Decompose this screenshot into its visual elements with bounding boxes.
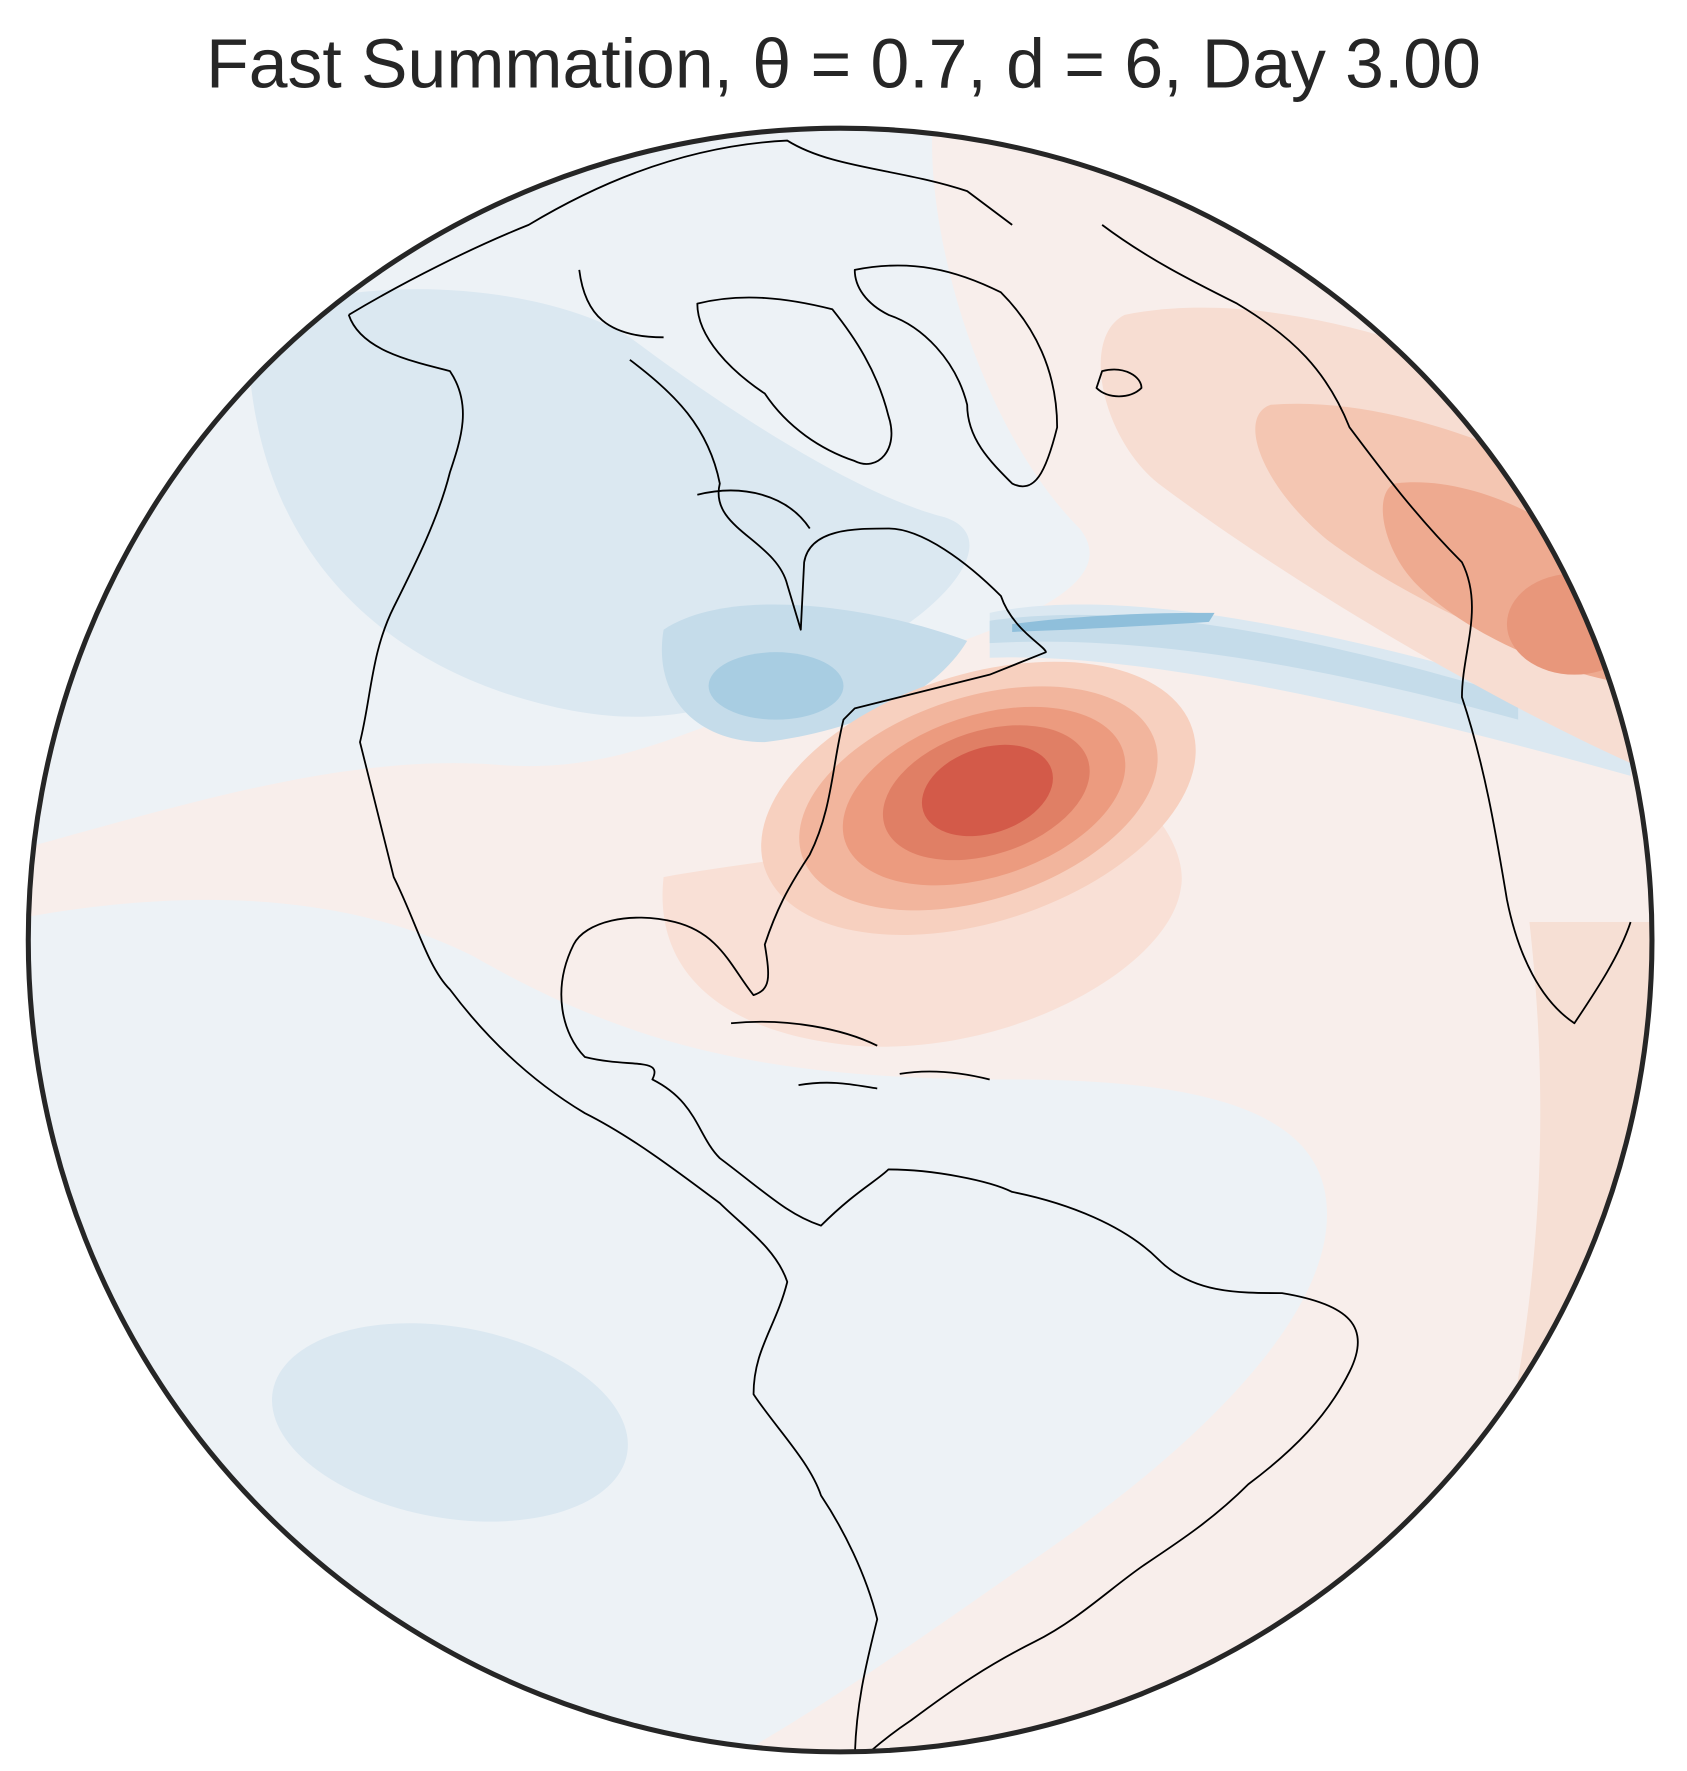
globe-outline bbox=[25, 125, 1655, 1755]
map-title: Fast Summation, θ = 0.7, d = 6, Day 3.00 bbox=[206, 25, 1481, 103]
contour-field bbox=[28, 128, 1652, 1752]
